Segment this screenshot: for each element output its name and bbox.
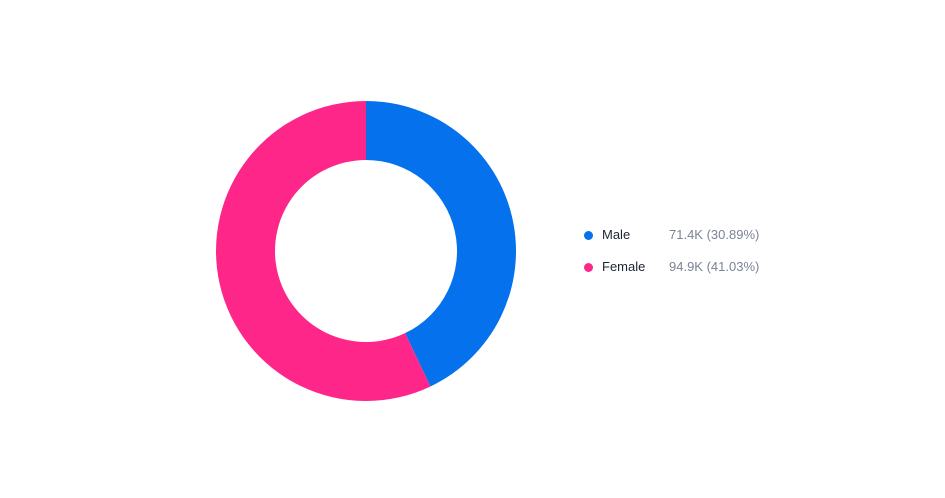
donut-slices (216, 101, 517, 401)
legend-value-female: 94.9K (41.03%) (669, 259, 760, 274)
legend-value-male: 71.4K (30.89%) (669, 227, 760, 242)
legend-dot-female (584, 263, 593, 272)
legend-label-female: Female (602, 259, 646, 274)
slice-female[interactable] (216, 101, 431, 401)
legend-dot-male (584, 231, 593, 240)
legend-label-male: Male (602, 227, 631, 242)
slice-male[interactable] (366, 101, 517, 387)
